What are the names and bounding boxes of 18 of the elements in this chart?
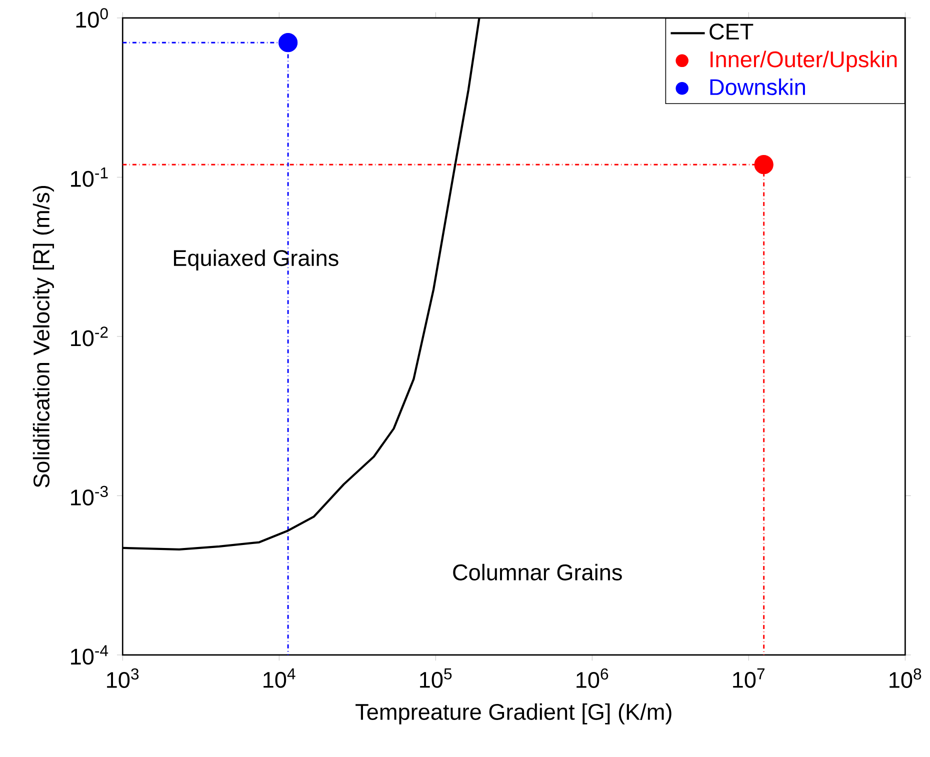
x-tick-label: 10$^{7}$ [733, 668, 765, 688]
y-axis-title: Solidification Velocity [R] (m/s) [32, 186, 54, 488]
x-tick-label: 10$^{6}$ [576, 668, 608, 688]
x-tick-label: 10$^{4}$ [264, 668, 296, 688]
x-tick-label: 10$^{8}$ [890, 668, 922, 688]
annotation: Columnar Grains [453, 564, 622, 581]
y-tick-label: 10$^{0}$ [76, 8, 108, 28]
x-axis-title: Tempreature Gradient [G] (K/m) [356, 704, 672, 725]
legend-label: Downskin [710, 78, 805, 96]
legend-label: CET [710, 24, 754, 40]
legend-label: Inner/Outer/Upskin [710, 50, 897, 72]
y-tick-label: 10$^{-1}$ [71, 168, 108, 188]
x-tick-label: 10$^{3}$ [107, 668, 139, 688]
y-tick-label: 10$^{-4}$ [71, 645, 108, 665]
y-tick-label: 10$^{-3}$ [71, 486, 108, 506]
y-tick-label: 10$^{-2}$ [71, 326, 108, 346]
x-tick-label: 10$^{5}$ [420, 668, 452, 688]
annotation: Equiaxed Grains [174, 250, 338, 271]
